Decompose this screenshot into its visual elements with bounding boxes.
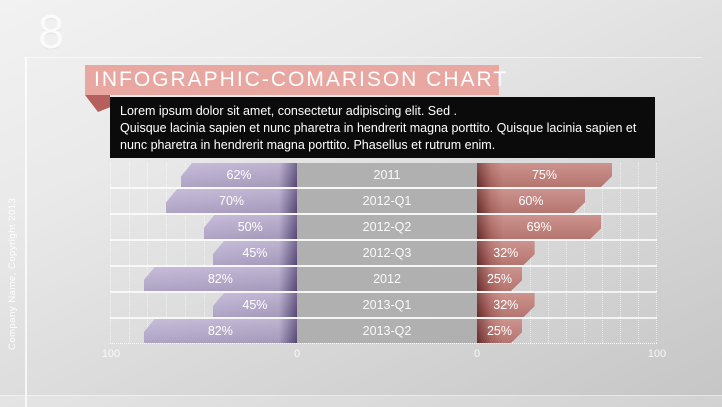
gridline	[531, 163, 549, 343]
right-bar-cell: 75%	[477, 163, 657, 187]
bottom-margin-strip	[0, 396, 722, 407]
category-cell: 2011	[297, 163, 477, 187]
title-banner[interactable]: INFOGRAPHIC-COMARISON CHART	[85, 65, 506, 95]
left-bar-cell: 82%	[110, 267, 297, 291]
category-cell: 2013-Q2	[297, 319, 477, 343]
right-bar-cell: 25%	[477, 267, 657, 291]
left-bar-cell: 82%	[110, 319, 297, 343]
gridline	[147, 163, 166, 343]
right-bar[interactable]: 32%	[477, 293, 535, 317]
left-bar-cell: 45%	[110, 241, 297, 265]
left-bar-cell: 50%	[110, 215, 297, 239]
left-bar-value: 70%	[219, 194, 245, 208]
chart-rows: 62% 2011 75% 70% 2012-Q1 60%	[110, 163, 657, 343]
left-bar[interactable]: 62%	[181, 163, 297, 187]
right-bar[interactable]: 69%	[477, 215, 601, 239]
banner-fold	[85, 95, 110, 112]
gridline	[567, 163, 585, 343]
gridline	[203, 163, 223, 343]
right-bar[interactable]: 60%	[477, 189, 585, 213]
top-guide-line	[25, 57, 702, 58]
gridline	[585, 163, 603, 343]
right-bar-value: 75%	[531, 168, 558, 182]
right-bar-cell: 32%	[477, 293, 657, 317]
gridline	[128, 163, 148, 343]
right-bar[interactable]: 25%	[477, 319, 522, 343]
right-bar-value: 69%	[526, 220, 552, 234]
category-label: 2012-Q3	[362, 246, 412, 260]
left-bar[interactable]: 82%	[143, 267, 297, 291]
left-bar-value: 45%	[242, 246, 268, 260]
description-box[interactable]: Lorem ipsum dolor sit amet, consectetur …	[110, 97, 655, 158]
left-bar[interactable]: 45%	[212, 241, 297, 265]
left-bar-cell: 70%	[110, 189, 297, 213]
axis-tick-right-100: 100	[647, 348, 667, 360]
right-bar[interactable]: 32%	[477, 241, 535, 265]
right-bar-cell: 25%	[477, 319, 657, 343]
right-bar-value: 32%	[493, 246, 519, 260]
description-line-2: Quisque lacinia sapien et nunc pharetra …	[120, 120, 637, 152]
gridline	[639, 163, 657, 343]
left-bar-value: 82%	[207, 272, 233, 286]
category-cell: 2013-Q1	[297, 293, 477, 317]
category-label: 2012-Q2	[362, 220, 412, 234]
right-bar-cell: 69%	[477, 215, 657, 239]
category-label: 2013-Q2	[362, 324, 412, 338]
gridline	[621, 163, 639, 343]
bottom-guide-line	[0, 395, 722, 396]
axis-tick-right-0: 0	[473, 348, 481, 360]
right-bar-value: 60%	[518, 194, 544, 208]
gridline	[110, 163, 129, 343]
axis-tick-left-100: 100	[101, 348, 121, 360]
left-bar[interactable]: 45%	[212, 293, 297, 317]
left-guide-line	[25, 57, 27, 407]
gridline	[549, 163, 567, 343]
left-bar-cell: 62%	[110, 163, 297, 187]
description-line-1: Lorem ipsum dolor sit amet, consectetur …	[120, 104, 457, 118]
page-number: 8	[38, 5, 65, 58]
left-bar-value: 62%	[226, 168, 252, 182]
right-bar[interactable]: 25%	[477, 267, 522, 291]
chart-row: 50% 2012-Q2 69%	[110, 215, 657, 241]
chart-row: 70% 2012-Q1 60%	[110, 189, 657, 215]
left-bar-value: 82%	[207, 324, 233, 338]
category-cell: 2012-Q1	[297, 189, 477, 213]
gridline	[166, 163, 185, 343]
right-bar-value: 32%	[493, 298, 519, 312]
gridline	[603, 163, 621, 343]
slide-title: INFOGRAPHIC-COMARISON CHART	[94, 68, 509, 91]
left-bar-cell: 45%	[110, 293, 297, 317]
left-bar[interactable]: 50%	[203, 215, 297, 239]
chart-row: 82% 2013-Q2 25%	[110, 319, 657, 343]
category-cell: 2012-Q3	[297, 241, 477, 265]
left-bar[interactable]: 70%	[166, 189, 297, 213]
right-bar[interactable]: 75%	[477, 163, 612, 187]
right-bar-value: 25%	[486, 324, 513, 338]
left-bar-value: 50%	[237, 220, 263, 234]
chart-row: 62% 2011 75%	[110, 163, 657, 189]
category-label: 2012-Q1	[362, 194, 412, 208]
category-label: 2012	[373, 272, 401, 286]
right-bar-cell: 60%	[477, 189, 657, 213]
chart-row: 45% 2012-Q3 32%	[110, 241, 657, 267]
axis-tick-left-0: 0	[293, 348, 301, 360]
right-bar-value: 25%	[486, 272, 513, 286]
axis-baseline	[110, 343, 657, 344]
chart-row: 82% 2012 25%	[110, 267, 657, 293]
left-bar-value: 45%	[242, 298, 268, 312]
category-cell: 2012-Q2	[297, 215, 477, 239]
left-bar[interactable]: 82%	[143, 319, 297, 343]
gridline	[184, 163, 204, 343]
copyright-vertical-text: Company Name, Copyright 2013	[7, 197, 18, 350]
category-cell: 2012	[297, 267, 477, 291]
comparison-chart: 62% 2011 75% 70% 2012-Q1 60%	[102, 163, 666, 363]
chart-row: 45% 2013-Q1 32%	[110, 293, 657, 319]
category-label: 2013-Q1	[362, 298, 412, 312]
right-bar-cell: 32%	[477, 241, 657, 265]
category-label: 2011	[373, 168, 401, 182]
